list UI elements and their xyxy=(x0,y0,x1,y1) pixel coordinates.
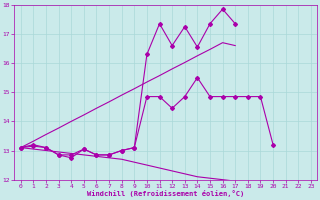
X-axis label: Windchill (Refroidissement éolien,°C): Windchill (Refroidissement éolien,°C) xyxy=(87,190,244,197)
